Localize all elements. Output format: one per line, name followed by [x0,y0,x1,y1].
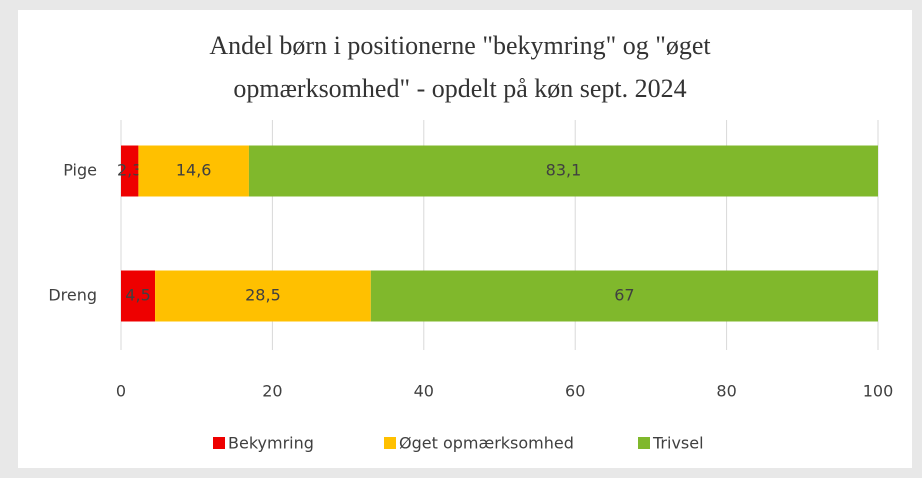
x-tick-label: 80 [716,382,736,401]
x-tick-label: 0 [116,382,126,401]
x-tick-label: 60 [565,382,585,401]
bar-segment [155,270,371,322]
x-tick-label: 40 [414,382,434,401]
data-label: 67 [614,286,634,305]
y-tick-label: Pige [63,161,97,180]
legend-label: Trivsel [652,434,704,453]
bar-segment [248,145,879,197]
chart-title: Andel børn i positionerne "bekymring" og… [209,31,711,103]
data-label: 4,5 [125,286,150,305]
bar-segment [138,145,249,197]
bar-segment [121,270,156,322]
legend-label: Bekymring [228,434,314,453]
data-label: 2,3 [117,161,142,180]
data-label: 28,5 [245,286,281,305]
chart-panel [18,10,912,468]
y-tick-label: Dreng [48,286,97,305]
legend-swatch [384,437,396,449]
legend-swatch [638,437,650,449]
legend-label: Øget opmærksomhed [399,434,574,453]
bar-segment [121,145,139,197]
bar-segment [370,270,878,322]
legend-swatch [213,437,225,449]
data-label: 83,1 [546,161,582,180]
data-label: 14,6 [176,161,212,180]
x-tick-label: 20 [262,382,282,401]
x-tick-label: 100 [863,382,894,401]
